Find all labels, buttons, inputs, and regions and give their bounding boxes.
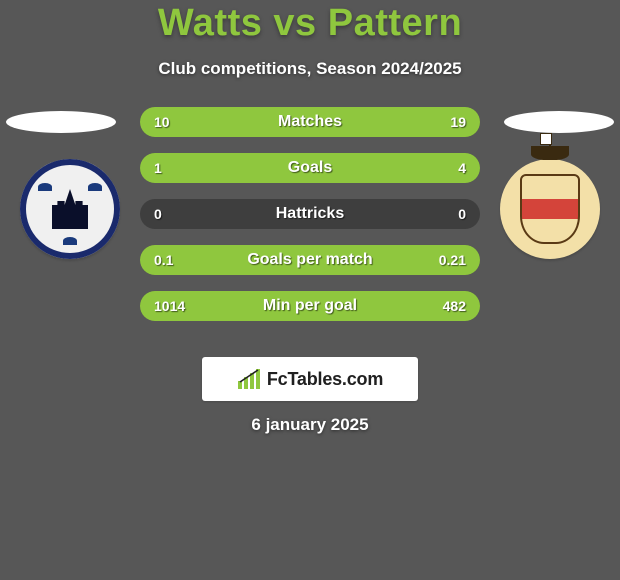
stat-label: Hattricks [140,205,480,223]
comparison-stage: 1019Matches 14Goals 00Hattricks 0.10.21Goal… [0,107,620,435]
stat-bar: 14Goals [140,153,480,183]
club-crest-right [500,159,600,259]
stat-bar: 0.10.21Goals per match [140,245,480,275]
stat-label: Goals [140,159,480,177]
bar-chart-icon [237,369,261,389]
subtitle: Club competitions, Season 2024/2025 [158,59,461,79]
stat-label: Min per goal [140,297,480,315]
comparison-card: Watts vs Pattern Club competitions, Seas… [0,0,620,580]
player-silhouette-right [504,111,614,133]
player-silhouette-left [6,111,116,133]
club-crest-left [20,159,120,259]
stat-label: Matches [140,113,480,131]
page-title: Watts vs Pattern [158,2,462,45]
generation-date: 6 january 2025 [0,415,620,435]
stat-label: Goals per match [140,251,480,269]
stat-bars: 1019Matches 14Goals 00Hattricks 0.10.21Goal… [140,107,480,321]
stat-bar: 00Hattricks [140,199,480,229]
fctables-logo: FcTables.com [202,357,418,401]
logo-text: FcTables.com [267,369,383,390]
stat-bar: 1019Matches [140,107,480,137]
stat-bar: 1014482Min per goal [140,291,480,321]
